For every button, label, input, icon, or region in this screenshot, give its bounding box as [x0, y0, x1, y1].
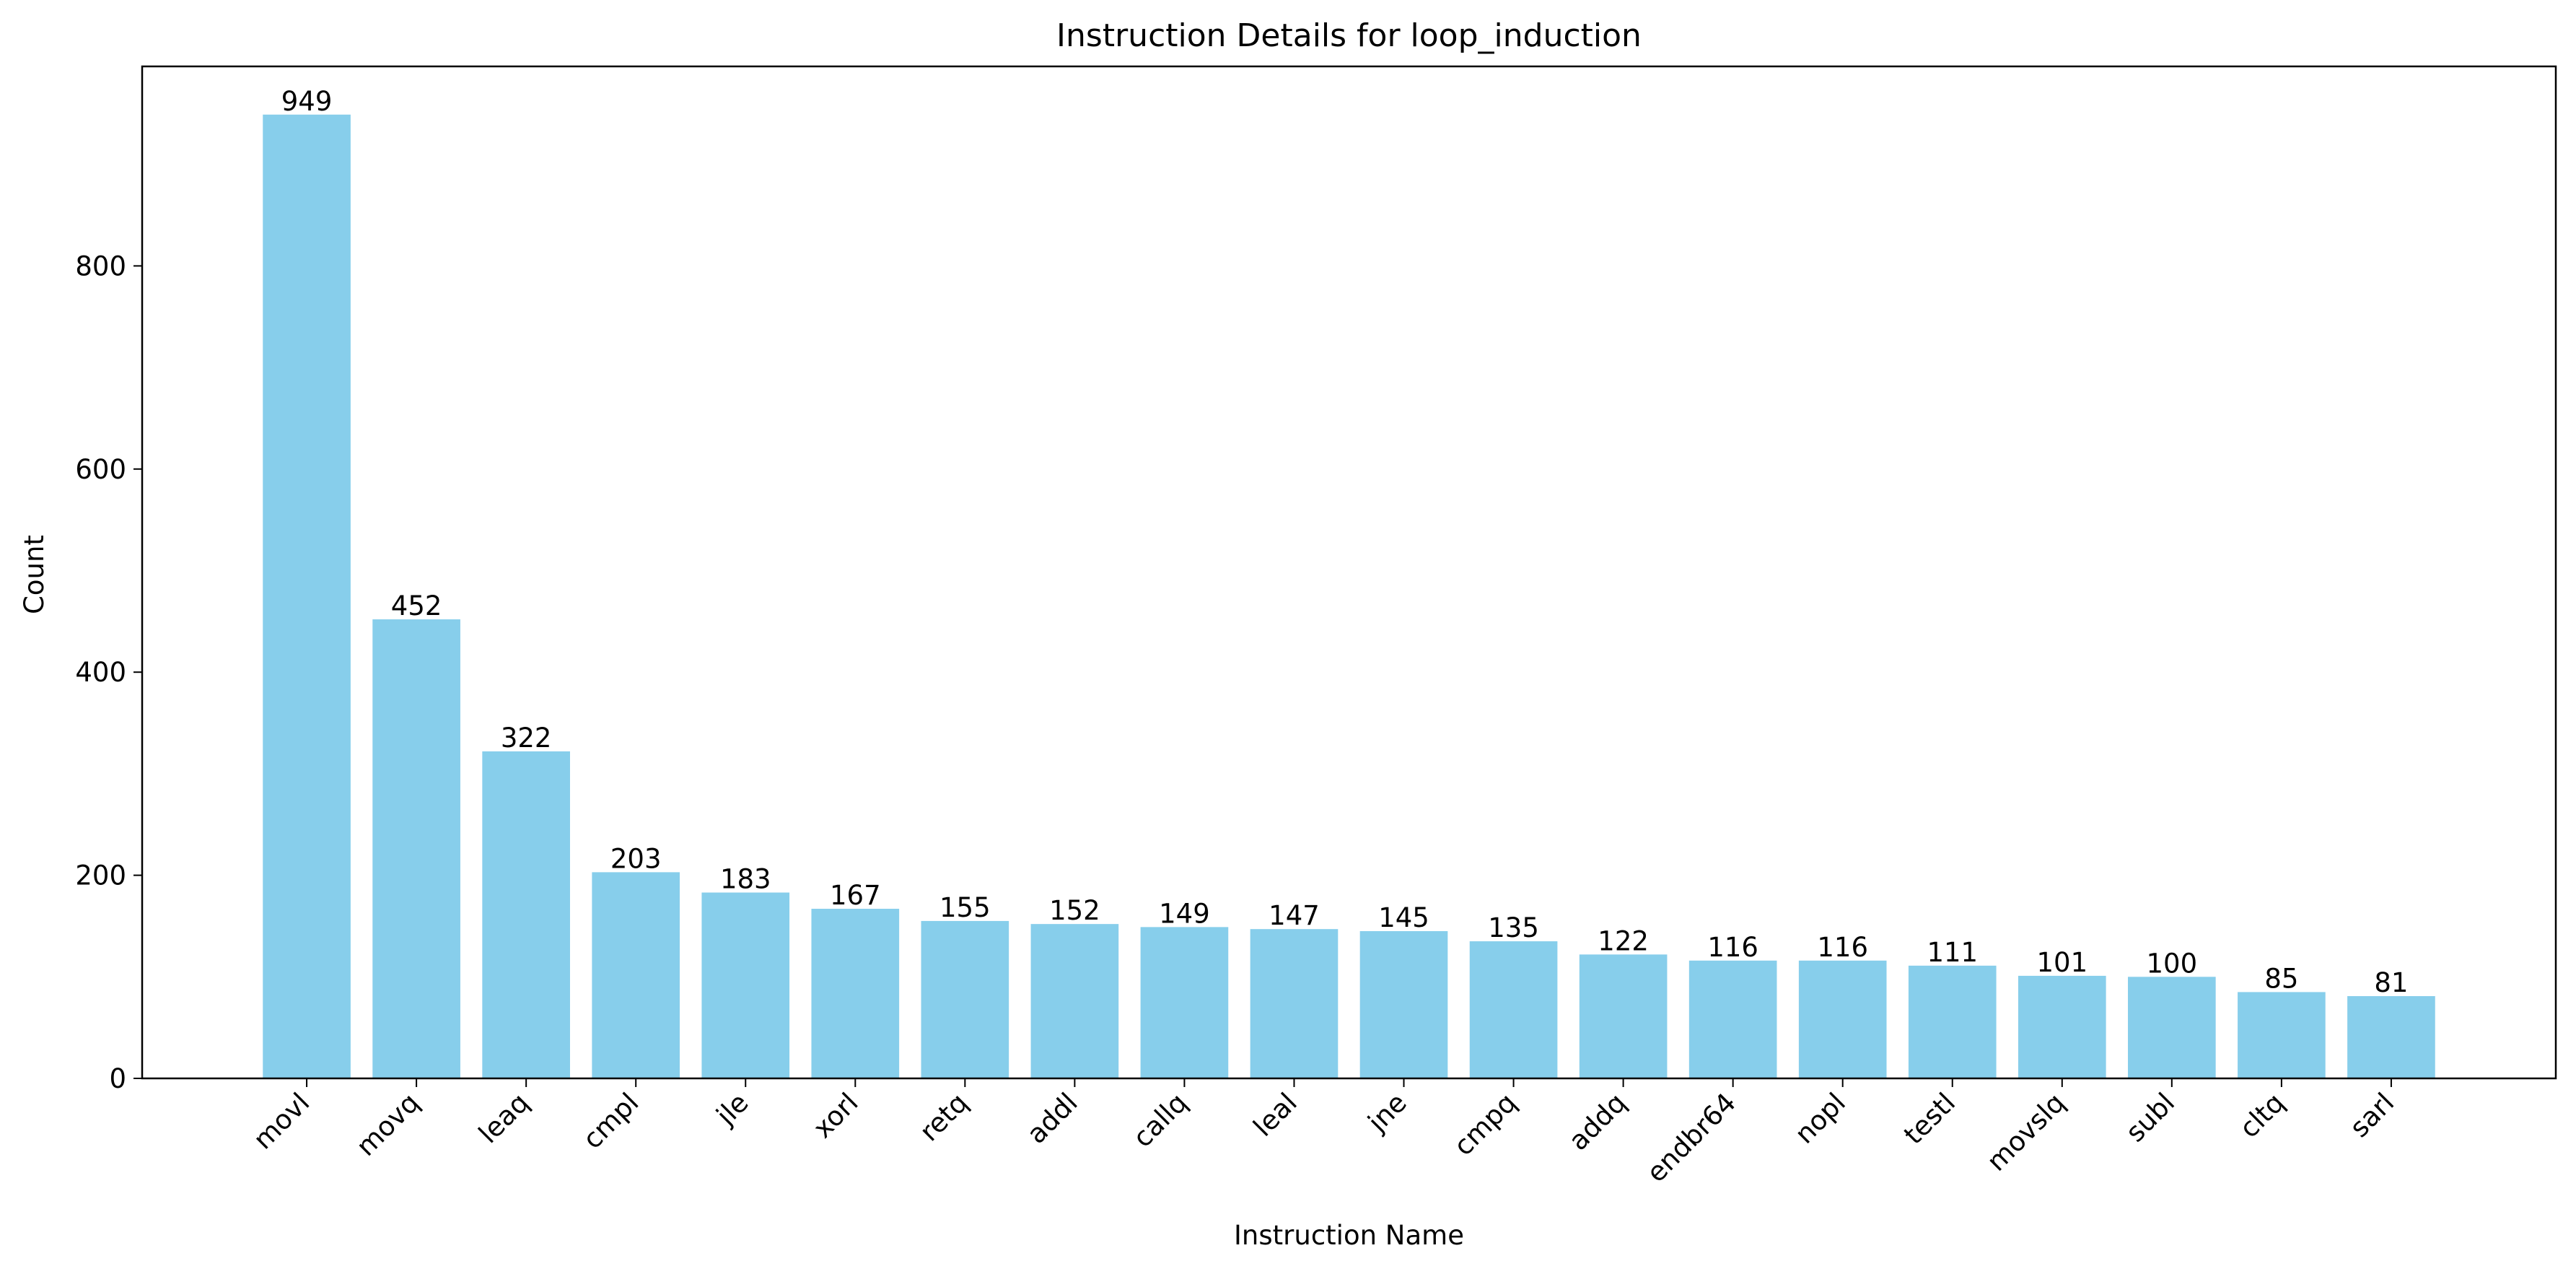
data-label-movslq: 101 [2036, 947, 2087, 978]
y-tick-label-800: 800 [75, 250, 126, 282]
data-label-callq: 149 [1159, 898, 1210, 929]
bar-callq [1140, 927, 1229, 1078]
data-label-leaq: 322 [501, 723, 552, 754]
y-tick-label-400: 400 [75, 657, 126, 688]
plot-frame [141, 65, 2557, 1080]
data-label-endbr64: 116 [1707, 932, 1758, 963]
data-label-retq: 155 [939, 892, 991, 923]
bar-endbr64 [1688, 960, 1777, 1078]
chart-title: Instruction Details for loop_induction [1056, 17, 1642, 54]
data-label-xorl: 167 [830, 880, 881, 911]
bars-group [263, 114, 2435, 1078]
bar-leaq [482, 751, 570, 1078]
y-tick-label-600: 600 [75, 454, 126, 485]
data-label-subl: 100 [2147, 948, 2198, 979]
data-labels-group: 949 452 322 203 183 167 155 152 149 147 145 135 122 1… [281, 86, 2409, 998]
bar-leal [1250, 929, 1339, 1078]
data-label-jle: 183 [720, 864, 771, 895]
bar-nopl [1798, 960, 1887, 1078]
y-axis-label: Count [19, 535, 50, 614]
bar-xorl [811, 909, 900, 1078]
y-tick-label-0: 0 [109, 1063, 126, 1094]
data-label-nopl: 116 [1817, 932, 1868, 963]
bar-addq [1579, 954, 1668, 1078]
data-label-jne: 145 [1378, 902, 1429, 933]
bar-cltq [2238, 992, 2326, 1078]
data-label-movl: 949 [281, 86, 333, 117]
bar-movl [263, 114, 351, 1078]
data-label-leal: 147 [1269, 900, 1320, 931]
bar-subl [2128, 977, 2216, 1078]
data-label-sarl: 81 [2374, 967, 2408, 998]
bar-testl [1908, 965, 1997, 1078]
data-label-cltq: 85 [2264, 963, 2298, 994]
y-axis: 0 200 400 600 800 [75, 250, 142, 1094]
bar-jne [1359, 930, 1448, 1078]
bar-cmpl [592, 872, 680, 1078]
bar-movslq [2018, 975, 2106, 1078]
x-axis-label: Instruction Name [1234, 1220, 1464, 1251]
bar-jle [701, 892, 790, 1078]
bar-retq [921, 920, 1009, 1078]
data-label-movq: 452 [391, 590, 442, 621]
y-tick-label-200: 200 [75, 860, 126, 891]
data-label-cmpl: 203 [610, 843, 662, 874]
bar-sarl [2347, 996, 2435, 1078]
data-label-addq: 122 [1598, 925, 1649, 956]
bar-addl [1030, 924, 1119, 1078]
bar-cmpq [1469, 941, 1558, 1078]
data-label-addl: 152 [1049, 895, 1100, 926]
data-label-testl: 111 [1927, 937, 1978, 968]
bar-movq [372, 619, 460, 1078]
data-label-cmpq: 135 [1488, 912, 1539, 943]
